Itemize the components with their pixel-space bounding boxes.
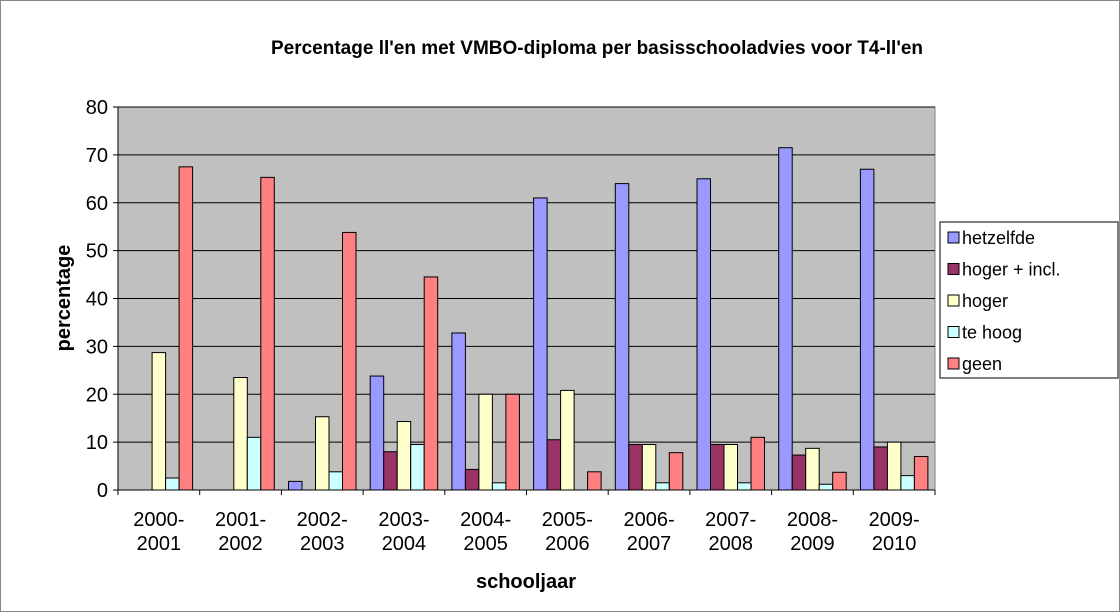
bar <box>791 454 807 491</box>
bar <box>328 471 343 491</box>
chart-title: Percentage ll'en met VMBO-diploma per ba… <box>270 38 924 59</box>
bar <box>886 441 902 491</box>
bar <box>423 276 439 491</box>
bar <box>913 455 929 491</box>
legend-swatch <box>947 263 960 275</box>
bar <box>478 393 493 491</box>
y-tick-label: 60 <box>86 193 108 215</box>
legend-label: te hoog <box>962 323 1022 343</box>
legend-label: hetzelfde <box>962 228 1035 248</box>
x-tick-label: 2009-2010 <box>868 509 920 555</box>
legend-label: hoger <box>962 291 1008 311</box>
bar <box>178 166 194 491</box>
bar <box>383 451 398 491</box>
bar <box>533 197 548 491</box>
bar <box>560 389 575 491</box>
bar <box>710 444 725 491</box>
x-tick-label: 2003-2004 <box>378 509 430 555</box>
bar <box>342 231 357 491</box>
y-tick-label: 50 <box>86 241 108 263</box>
bar <box>587 471 602 491</box>
legend-swatch <box>947 294 960 307</box>
bar <box>260 176 275 491</box>
y-tick-label: 0 <box>97 480 108 502</box>
bar <box>505 393 520 491</box>
legend-swatch <box>947 231 960 244</box>
legend-swatch <box>947 326 960 338</box>
x-tick-label: 2002-2003 <box>296 509 348 555</box>
y-tick-label: 20 <box>86 384 108 406</box>
x-tick-label: 2007-2008 <box>705 509 757 555</box>
bar <box>873 446 888 491</box>
bar <box>464 468 480 491</box>
bar <box>628 444 643 491</box>
bar <box>451 332 466 491</box>
y-axis-title: percentage <box>53 245 75 352</box>
bar <box>410 444 425 491</box>
bar <box>805 447 820 491</box>
bar <box>832 471 847 491</box>
bar <box>818 483 834 491</box>
bar <box>396 421 412 491</box>
y-tick-label: 40 <box>86 289 108 311</box>
bar <box>491 482 507 491</box>
bar <box>165 477 180 491</box>
x-tick-label: 2004-2005 <box>460 509 512 555</box>
x-tick-label: 2005-2006 <box>541 509 593 555</box>
bar <box>737 482 752 491</box>
x-tick-label: 2000-2001 <box>133 509 185 555</box>
bar <box>546 439 562 491</box>
x-tick-label: 2006-2007 <box>623 509 675 555</box>
y-tick-label: 80 <box>86 97 108 119</box>
y-tick-label: 30 <box>86 336 108 358</box>
legend-label: hoger + incl. <box>962 260 1061 280</box>
bar <box>641 444 657 491</box>
bar <box>369 375 385 491</box>
x-tick-label: 2001-2002 <box>214 509 267 555</box>
bar <box>778 147 793 491</box>
bar <box>900 475 915 491</box>
bar <box>723 444 738 491</box>
y-tick-label: 10 <box>86 432 108 454</box>
bar <box>668 452 684 491</box>
bar <box>246 436 262 491</box>
bar <box>288 480 303 491</box>
bar <box>233 376 248 491</box>
legend-swatch <box>947 357 960 370</box>
bar <box>151 352 167 491</box>
bar <box>750 436 765 491</box>
bar <box>315 416 330 491</box>
bar <box>655 482 670 491</box>
bar <box>614 183 630 491</box>
bar <box>696 178 711 491</box>
y-tick-label: 70 <box>86 145 108 167</box>
x-tick-label: 2008-2009 <box>786 509 839 555</box>
x-axis-title: schooljaar <box>475 571 577 593</box>
bar <box>859 168 875 491</box>
legend-box <box>939 221 1119 379</box>
legend-label: geen <box>962 354 1002 374</box>
